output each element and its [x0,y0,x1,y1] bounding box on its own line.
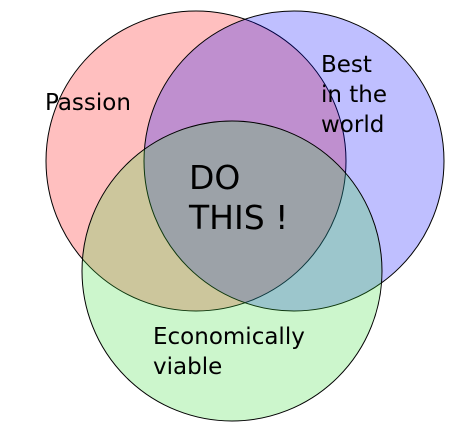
passion-label-line: Passion [45,90,131,116]
best-in-the-world-circle [143,10,445,312]
econ-label-line-1: Economically [153,324,305,350]
passion-circle [45,10,347,312]
intersection-label: DO THIS ! [189,158,288,238]
economically-viable-label: Economically viable [153,322,305,382]
econ-label-line-2: viable [153,354,223,380]
best-label-line-2: in the [321,82,388,108]
best-label-line-3: world [321,112,385,138]
economically-viable-circle [81,120,383,422]
center-label-line-1: DO [189,158,241,197]
center-label-line-2: THIS ! [189,198,289,237]
best-in-the-world-label: Best in the world [321,50,387,140]
best-label-line-1: Best [321,52,372,78]
passion-label: Passion [45,89,131,117]
